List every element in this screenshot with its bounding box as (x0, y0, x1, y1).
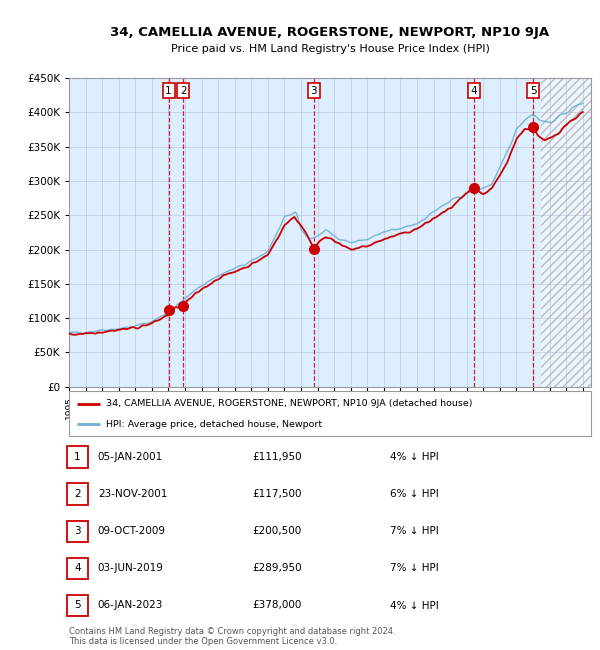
Bar (541, 78, 591, 387)
Text: 05-JAN-2001: 05-JAN-2001 (98, 452, 163, 462)
Text: 5: 5 (530, 86, 536, 96)
FancyBboxPatch shape (67, 558, 88, 579)
Text: £289,950: £289,950 (252, 564, 302, 573)
Text: Price paid vs. HM Land Registry's House Price Index (HPI): Price paid vs. HM Land Registry's House … (170, 44, 490, 54)
Text: Contains HM Land Registry data © Crown copyright and database right 2024.: Contains HM Land Registry data © Crown c… (69, 627, 395, 636)
Text: £111,950: £111,950 (252, 452, 302, 462)
Text: 1: 1 (165, 86, 172, 96)
Text: HPI: Average price, detached house, Newport: HPI: Average price, detached house, Newp… (106, 420, 322, 429)
Text: 23-NOV-2001: 23-NOV-2001 (98, 489, 167, 499)
FancyBboxPatch shape (67, 595, 88, 616)
Text: £200,500: £200,500 (252, 526, 301, 536)
Text: 4: 4 (74, 564, 81, 573)
Text: £378,000: £378,000 (252, 601, 301, 610)
Text: 7% ↓ HPI: 7% ↓ HPI (390, 564, 439, 573)
Text: 34, CAMELLIA AVENUE, ROGERSTONE, NEWPORT, NP10 9JA (detached house): 34, CAMELLIA AVENUE, ROGERSTONE, NEWPORT… (106, 399, 472, 408)
Text: 03-JUN-2019: 03-JUN-2019 (98, 564, 164, 573)
Text: 4% ↓ HPI: 4% ↓ HPI (390, 601, 439, 610)
Text: 3: 3 (310, 86, 317, 96)
Text: 34, CAMELLIA AVENUE, ROGERSTONE, NEWPORT, NP10 9JA: 34, CAMELLIA AVENUE, ROGERSTONE, NEWPORT… (110, 26, 550, 39)
Text: 09-OCT-2009: 09-OCT-2009 (98, 526, 166, 536)
Text: 4% ↓ HPI: 4% ↓ HPI (390, 452, 439, 462)
FancyBboxPatch shape (67, 521, 88, 542)
Text: £117,500: £117,500 (252, 489, 302, 499)
Text: 4: 4 (470, 86, 477, 96)
Text: 2: 2 (180, 86, 187, 96)
FancyBboxPatch shape (69, 391, 591, 436)
Text: 1: 1 (74, 452, 81, 462)
Text: 7% ↓ HPI: 7% ↓ HPI (390, 526, 439, 536)
FancyBboxPatch shape (67, 447, 88, 468)
Text: 3: 3 (74, 526, 81, 536)
Text: 5: 5 (74, 601, 81, 610)
Text: This data is licensed under the Open Government Licence v3.0.: This data is licensed under the Open Gov… (69, 637, 337, 646)
Bar (541, 78, 591, 387)
Text: 6% ↓ HPI: 6% ↓ HPI (390, 489, 439, 499)
FancyBboxPatch shape (67, 484, 88, 505)
Text: 2: 2 (74, 489, 81, 499)
Text: 06-JAN-2023: 06-JAN-2023 (98, 601, 163, 610)
